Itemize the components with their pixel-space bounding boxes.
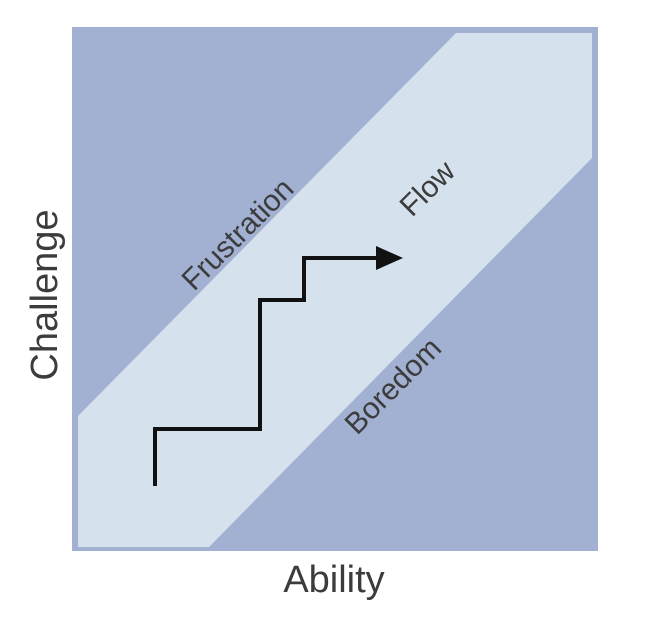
x-axis-label: Ability — [283, 559, 384, 601]
progress-path — [153, 256, 385, 486]
arrow-head-icon — [376, 246, 403, 270]
y-axis-label: Challenge — [24, 209, 66, 380]
flow-channel — [78, 33, 592, 547]
